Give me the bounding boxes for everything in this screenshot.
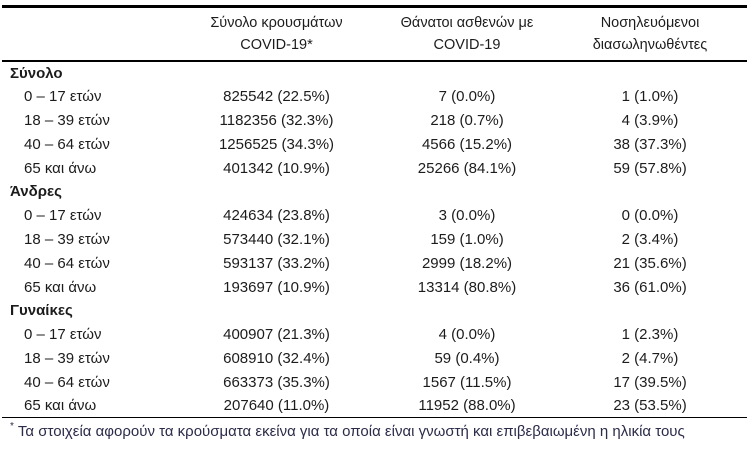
table-body: Σύνολο 0 – 17 ετών 825542 (22.5%) 7 (0.0%) 1… — [2, 61, 747, 418]
cases-value: 1182356 (32.3%) — [219, 111, 334, 129]
deaths-value: 25266 (84.1%) — [417, 159, 517, 177]
intubated-value: 59 (57.8%) — [613, 159, 687, 177]
table-row: 40 – 64 ετών 1256525 (34.3%) 4566 (15.2%) 3… — [2, 132, 747, 156]
deaths-value: 7 (0.0%) — [438, 88, 496, 106]
table-footnote: * Τα στοιχεία αφορούν τα κρούσματα εκείνα… — [2, 421, 748, 441]
group-label: Σύνολο — [10, 64, 63, 82]
column-header: Θάνατοι ασθενών με COVID-19 — [381, 7, 553, 62]
table-row: 65 και άνω 401342 (10.9%) 25266 (84.1%) 59 … — [2, 156, 747, 180]
deaths-value: 218 (0.7%) — [430, 111, 504, 129]
cases-value: 573440 (32.1%) — [223, 230, 330, 248]
deaths-value: 59 (0.4%) — [434, 349, 500, 367]
age-label: 0 – 17 ετών — [24, 88, 102, 106]
column-header: Σύνολο κρουσμάτων COVID-19* — [172, 7, 381, 62]
table-row: 65 και άνω 207640 (11.0%) 11952 (88.0%) 23 … — [2, 394, 747, 418]
intubated-value: 17 (39.5%) — [613, 373, 687, 391]
table-header: Σύνολο κρουσμάτων COVID-19* Θάνατοι ασθενώ… — [2, 6, 747, 62]
age-label: 0 – 17 ετών — [24, 326, 102, 344]
deaths-value: 3 (0.0%) — [438, 207, 496, 225]
age-label: 40 – 64 ετών — [24, 373, 110, 391]
column-header-line2: διασωληνωθέντες — [592, 37, 708, 53]
cases-value: 400907 (21.3%) — [223, 326, 330, 344]
footnote-asterisk: * — [10, 421, 14, 433]
table-row: 18 – 39 ετών 1182356 (32.3%) 218 (0.7%) 4 (… — [2, 109, 747, 133]
age-label: 65 και άνω — [24, 397, 97, 415]
table-row: 0 – 17 ετών 424634 (23.8%) 3 (0.0%) 0 (0.0%… — [2, 204, 747, 228]
cases-value: 1256525 (34.3%) — [218, 135, 335, 153]
column-header-line2: COVID-19* — [240, 37, 313, 53]
column-header-line1: Θάνατοι ασθενών με — [400, 15, 534, 31]
age-label: 18 – 39 ετών — [24, 111, 110, 129]
table-row: 40 – 64 ετών 663373 (35.3%) 1567 (11.5%) 17… — [2, 370, 747, 394]
deaths-value: 13314 (80.8%) — [417, 278, 517, 296]
cases-value: 608910 (32.4%) — [223, 349, 330, 367]
table-row: 0 – 17 ετών 400907 (21.3%) 4 (0.0%) 1 (2.3%… — [2, 323, 747, 347]
intubated-value: 36 (61.0%) — [613, 278, 687, 296]
table-row: 0 – 17 ετών 825542 (22.5%) 7 (0.0%) 1 (1.0%… — [2, 85, 747, 109]
column-header-line1: Νοσηλευόμενοι — [600, 15, 700, 31]
age-label: 18 – 39 ετών — [24, 349, 110, 367]
cases-value: 424634 (23.8%) — [223, 207, 330, 225]
cases-value: 825542 (22.5%) — [223, 88, 330, 106]
table-row: 65 και άνω 193697 (10.9%) 13314 (80.8%) 36 … — [2, 275, 747, 299]
column-header: Νοσηλευόμενοι διασωληνωθέντες — [553, 7, 747, 62]
age-label: 65 και άνω — [24, 278, 97, 296]
age-label: 40 – 64 ετών — [24, 135, 110, 153]
intubated-value: 21 (35.6%) — [613, 254, 687, 272]
cases-value: 207640 (11.0%) — [223, 397, 330, 415]
group-header-row: Γυναίκες — [2, 299, 747, 323]
age-label: 65 και άνω — [24, 159, 97, 177]
deaths-value: 4 (0.0%) — [438, 326, 496, 344]
deaths-value: 11952 (88.0%) — [418, 397, 516, 415]
column-header-line1: Σύνολο κρουσμάτων — [210, 15, 343, 31]
column-header-spacer — [2, 7, 172, 62]
deaths-value: 1567 (11.5%) — [422, 373, 512, 391]
intubated-value: 0 (0.0%) — [621, 207, 679, 225]
group-header-row: Σύνολο — [2, 61, 747, 85]
footnote-text: Τα στοιχεία αφορούν τα κρούσματα εκείνα … — [17, 423, 685, 441]
intubated-value: 4 (3.9%) — [621, 111, 679, 129]
age-label: 40 – 64 ετών — [24, 254, 110, 272]
cases-value: 193697 (10.9%) — [223, 278, 330, 296]
group-label: Γυναίκες — [10, 302, 73, 320]
table-row: 40 – 64 ετών 593137 (33.2%) 2999 (18.2%) 21… — [2, 251, 747, 275]
deaths-value: 4566 (15.2%) — [421, 135, 513, 153]
cases-value: 593137 (33.2%) — [223, 254, 330, 272]
cases-value: 401342 (10.9%) — [223, 159, 330, 177]
group-label: Άνδρες — [10, 183, 62, 201]
header-row: Σύνολο κρουσμάτων COVID-19* Θάνατοι ασθενώ… — [2, 6, 747, 62]
intubated-value: 2 (4.7%) — [621, 349, 679, 367]
intubated-value: 2 (3.4%) — [621, 230, 679, 248]
age-label: 18 – 39 ετών — [24, 230, 110, 248]
age-label: 0 – 17 ετών — [24, 207, 102, 225]
group-header-row: Άνδρες — [2, 180, 747, 204]
intubated-value: 1 (2.3%) — [621, 326, 679, 344]
cases-value: 663373 (35.3%) — [223, 373, 330, 391]
table-row: 18 – 39 ετών 573440 (32.1%) 159 (1.0%) 2 (3… — [2, 228, 747, 252]
table-row: 18 – 39 ετών 608910 (32.4%) 59 (0.4%) 2 (4.… — [2, 347, 747, 371]
deaths-value: 2999 (18.2%) — [421, 254, 513, 272]
deaths-value: 159 (1.0%) — [430, 230, 504, 248]
intubated-value: 1 (1.0%) — [621, 88, 679, 106]
intubated-value: 38 (37.3%) — [613, 135, 687, 153]
intubated-value: 23 (53.5%) — [613, 397, 687, 415]
covid-age-table: Σύνολο κρουσμάτων COVID-19* Θάνατοι ασθενώ… — [2, 5, 747, 418]
column-header-line2: COVID-19 — [433, 37, 501, 53]
